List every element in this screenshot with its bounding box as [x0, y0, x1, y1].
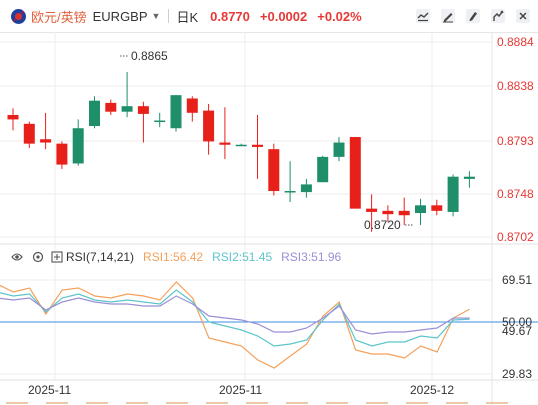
candle-body	[284, 191, 296, 193]
candle-body	[300, 184, 312, 193]
rsi-label: RSI(7,14,21)	[66, 250, 135, 264]
candle-body	[333, 142, 345, 157]
candle-body	[382, 210, 394, 215]
candle-body	[447, 176, 459, 212]
candle-body	[72, 128, 84, 164]
date-axis: 2025-11 2025-11 2025-12	[28, 383, 454, 397]
rsi-lines	[0, 281, 470, 369]
candle-body	[268, 149, 280, 192]
chevron-down-icon[interactable]: ▼	[151, 11, 161, 21]
price-axis: 0.8884 0.8838 0.8793 0.8748 0.8702	[497, 35, 534, 244]
candle-body	[137, 106, 149, 114]
candle-body	[398, 210, 410, 216]
candle-body	[415, 205, 426, 214]
price-tick: 0.8838	[497, 79, 534, 93]
candle-body	[186, 98, 198, 113]
candle-body	[56, 143, 68, 165]
candle-body	[219, 142, 231, 145]
settings-icon[interactable]	[489, 7, 507, 25]
line-chart-icon[interactable]	[414, 7, 432, 25]
flag-icon	[11, 8, 26, 24]
chart-area[interactable]: 0.8884 0.8838 0.8793 0.8748 0.8702 0.886…	[0, 32, 538, 405]
candle-body	[349, 137, 361, 209]
last-price: 0.8770	[210, 8, 250, 24]
price-tick: 0.8884	[497, 35, 534, 49]
candle-body	[366, 208, 378, 212]
candle-body	[235, 144, 247, 147]
price-change: +0.0002	[259, 8, 308, 24]
period-selector[interactable]: 日K	[176, 9, 199, 25]
draw-icon[interactable]	[439, 7, 457, 25]
candle-body	[203, 110, 215, 142]
candle-body	[23, 123, 35, 144]
price-change-pct: +0.02%	[317, 8, 362, 24]
rsi-tick: 49.67	[502, 324, 532, 338]
date-tick: 2025-11	[219, 383, 262, 397]
high-annotation-label: 0.8865	[131, 49, 168, 63]
candle-body	[121, 106, 133, 112]
candle-body	[89, 100, 100, 127]
low-annotation-label: 0.8720	[364, 218, 401, 232]
candle-body	[105, 102, 117, 112]
eye-icon[interactable]	[11, 251, 23, 263]
rsi-tick: 29.83	[502, 367, 532, 381]
candle-body	[170, 95, 182, 129]
rsi-series-rsi2	[0, 289, 470, 347]
toolbar: 欧元/英镑 EURGBP ▼ 日K 0.8770 +0.0002 +0.02%	[0, 0, 538, 33]
high-annotation: 0.8865	[120, 49, 168, 63]
low-annotation: 0.8720	[364, 218, 414, 232]
price-tick: 0.8793	[497, 134, 534, 148]
candle-body	[431, 205, 443, 211]
expand-icon[interactable]	[51, 251, 63, 263]
symbol-name[interactable]: 欧元/英镑	[31, 9, 87, 25]
candle-body	[463, 176, 475, 179]
price-tick: 0.8702	[497, 230, 534, 244]
close-icon[interactable]	[514, 7, 532, 25]
date-tick: 2025-12	[410, 383, 454, 397]
rsi-axis: 69.51 50.00 49.67 29.83	[502, 273, 532, 381]
candles	[7, 72, 475, 232]
rsi-series-rsi3	[0, 295, 470, 335]
candle-body	[40, 139, 52, 143]
rsi1-value: RSI1:56.42	[143, 250, 204, 264]
rsi2-value: RSI2:51.45	[212, 250, 273, 264]
candle-body	[7, 115, 19, 120]
settings-icon[interactable]	[32, 251, 44, 263]
divider	[168, 9, 170, 23]
rsi-tick: 50.00	[502, 315, 532, 329]
rsi-tick: 69.51	[502, 273, 532, 287]
symbol-code[interactable]: EURGBP	[92, 8, 148, 24]
candle-body	[154, 120, 166, 123]
rsi-gridlines	[0, 244, 492, 380]
date-tick: 2025-11	[28, 383, 71, 397]
price-tick: 0.8748	[497, 187, 534, 201]
edit-icon[interactable]	[464, 7, 482, 25]
rsi-series-rsi1	[0, 281, 470, 369]
rsi3-value: RSI3:51.96	[281, 250, 342, 264]
candle-body	[317, 156, 329, 183]
candle-body	[252, 144, 263, 147]
rsi-legend: RSI(7,14,21) RSI1:56.42 RSI2:51.45 RSI3:…	[11, 250, 341, 264]
